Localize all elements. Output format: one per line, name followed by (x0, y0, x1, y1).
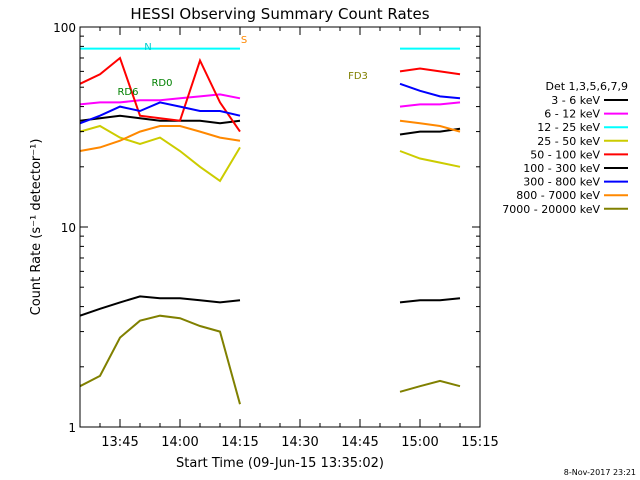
y-axis: 1 10 100 (53, 21, 480, 435)
series-line-50-100-kev (399, 67, 461, 76)
legend-label: 100 - 300 keV (523, 162, 600, 175)
legend-title: Det 1,3,5,6,7,9 (545, 80, 628, 93)
x-axis: 13:45 14:00 14:15 14:30 14:45 15:00 15:15 (79, 27, 499, 450)
annotation-n: N (144, 42, 151, 53)
plot-area: N S RD0 RD6 FD3 (79, 35, 461, 405)
footer-date: 8-Nov-2017 23:21 (564, 468, 636, 477)
legend-label: 25 - 50 keV (537, 135, 600, 148)
chart-title: HESSI Observing Summary Count Rates (130, 5, 429, 23)
series-line-7000-20000-kev (399, 379, 461, 393)
legend-label: 12 - 25 keV (537, 121, 600, 134)
series-line-800-7000-kev (79, 125, 241, 152)
series-line-50-100-kev (79, 56, 241, 133)
series-line-100-300-kev (399, 297, 461, 304)
annotation-rd6: RD6 (117, 87, 138, 98)
series-line-300-800-kev (399, 82, 461, 100)
x-tick-label: 13:45 (101, 435, 138, 450)
x-tick-label: 14:15 (221, 435, 258, 450)
series-line-25-50-kev (399, 150, 461, 168)
series-line-300-800-kev (79, 101, 241, 125)
y-tick-label: 1 (68, 421, 76, 435)
x-tick-label: 15:00 (401, 435, 438, 450)
legend-label: 7000 - 20000 keV (502, 203, 600, 216)
series-line-100-300-kev (79, 295, 241, 317)
series-line-7000-20000-kev (79, 314, 241, 405)
annotation-fd3: FD3 (348, 71, 368, 82)
legend-label: 300 - 800 keV (523, 176, 600, 189)
y-tick-label: 100 (53, 21, 76, 35)
series-line-6-12-kev (79, 93, 241, 106)
x-tick-label: 15:15 (461, 435, 498, 450)
series-line-25-50-kev (79, 124, 241, 183)
legend-label: 6 - 12 keV (544, 108, 600, 121)
series-line-6-12-kev (399, 101, 461, 108)
series-line-3-6-kev (399, 127, 461, 136)
annotation-rd0: RD0 (151, 78, 172, 89)
x-axis-label: Start Time (09-Jun-15 13:35:02) (176, 456, 384, 471)
annotation-s: S (241, 35, 247, 46)
legend-label: 800 - 7000 keV (516, 189, 600, 202)
y-axis-label: Count Rate (s⁻¹ detector⁻¹) (29, 139, 44, 316)
series-line-3-6-kev (79, 114, 241, 125)
legend-label: 3 - 6 keV (551, 94, 600, 107)
legend-label: 50 - 100 keV (530, 148, 600, 161)
x-tick-label: 14:30 (281, 435, 318, 450)
series-line-800-7000-kev (399, 119, 461, 133)
x-tick-label: 14:00 (161, 435, 198, 450)
x-tick-label: 14:45 (341, 435, 378, 450)
y-tick-label: 10 (61, 221, 76, 235)
